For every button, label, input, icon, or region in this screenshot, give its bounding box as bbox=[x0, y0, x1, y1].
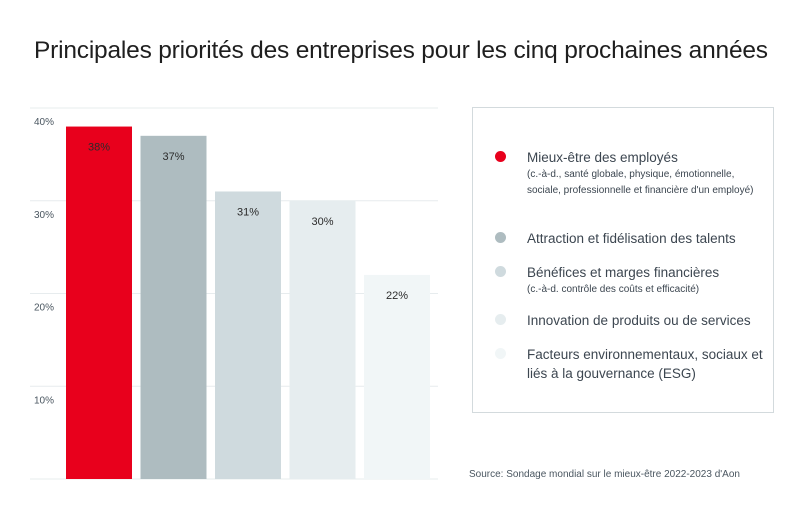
data-label: 31% bbox=[237, 206, 259, 218]
legend-item-profits: Bénéfices et marges financières (c.-à-d.… bbox=[495, 263, 765, 298]
legend-sublabel: (c.-à-d. contrôle des coûts et efficacit… bbox=[527, 284, 700, 295]
data-label: 30% bbox=[311, 216, 333, 228]
legend-label: Mieux-être des employés bbox=[527, 150, 678, 165]
legend-item-talent: Attraction et fidélisation des talents bbox=[495, 229, 765, 248]
chart-legend: Mieux-être des employés (c.-à-d., santé … bbox=[472, 107, 774, 413]
data-label: 22% bbox=[386, 290, 408, 302]
chart-title: Principales priorités des entreprises po… bbox=[34, 37, 768, 64]
bar bbox=[364, 274, 430, 479]
bar bbox=[140, 135, 207, 479]
bar bbox=[289, 200, 356, 479]
bar bbox=[215, 191, 281, 479]
y-tick-label: 20% bbox=[34, 303, 54, 314]
legend-swatch bbox=[495, 151, 506, 162]
legend-label: Attraction et fidélisation des talents bbox=[527, 231, 736, 246]
legend-label: Facteurs environnementaux, sociaux et li… bbox=[527, 347, 763, 381]
source-note: Source: Sondage mondial sur le mieux-êtr… bbox=[469, 469, 740, 480]
data-label: 37% bbox=[162, 151, 184, 163]
y-tick-label: 10% bbox=[34, 395, 54, 406]
legend-label: Bénéfices et marges financières bbox=[527, 265, 720, 280]
data-label: 38% bbox=[88, 142, 110, 154]
y-tick-label: 30% bbox=[34, 210, 54, 221]
y-tick-label: 40% bbox=[34, 117, 54, 128]
legend-swatch bbox=[495, 314, 506, 325]
legend-item-esg: Facteurs environnementaux, sociaux et li… bbox=[495, 345, 765, 383]
bar bbox=[66, 126, 132, 480]
legend-sublabel: (c.-à-d., santé globale, physique, émoti… bbox=[527, 169, 754, 196]
legend-item-wellbeing: Mieux-être des employés (c.-à-d., santé … bbox=[495, 148, 765, 199]
legend-item-innovation: Innovation de produits ou de services bbox=[495, 311, 765, 330]
legend-swatch bbox=[495, 348, 506, 359]
legend-swatch bbox=[495, 232, 506, 243]
legend-swatch bbox=[495, 266, 506, 277]
legend-label: Innovation de produits ou de services bbox=[527, 313, 751, 328]
